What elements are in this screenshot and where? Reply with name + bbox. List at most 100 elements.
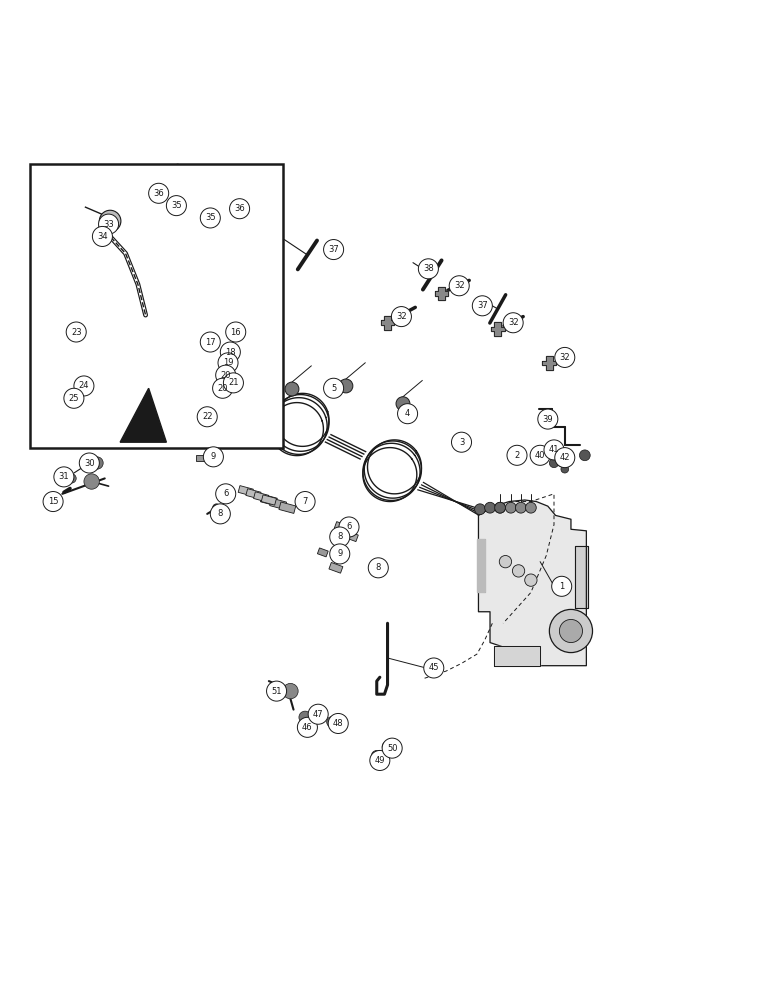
Text: 32: 32 — [454, 281, 465, 290]
Text: 36: 36 — [154, 189, 164, 198]
Circle shape — [580, 450, 591, 461]
Text: 3: 3 — [459, 438, 464, 447]
Text: 8: 8 — [376, 563, 381, 572]
Text: 4: 4 — [405, 409, 410, 418]
Text: 32: 32 — [560, 353, 570, 362]
Bar — [253, 492, 269, 502]
Circle shape — [93, 226, 113, 246]
Circle shape — [544, 440, 564, 460]
Circle shape — [74, 376, 94, 396]
Text: 31: 31 — [59, 472, 69, 481]
Circle shape — [370, 750, 390, 770]
Circle shape — [396, 397, 410, 411]
Text: 40: 40 — [535, 451, 545, 460]
Circle shape — [550, 609, 593, 653]
Circle shape — [266, 681, 286, 701]
Text: 38: 38 — [423, 264, 434, 273]
Text: 18: 18 — [225, 348, 235, 357]
Circle shape — [475, 504, 486, 515]
Circle shape — [382, 738, 402, 758]
Text: 37: 37 — [328, 245, 339, 254]
Text: 48: 48 — [333, 719, 344, 728]
Circle shape — [212, 378, 232, 398]
Polygon shape — [494, 646, 540, 666]
Circle shape — [80, 453, 100, 473]
Text: 36: 36 — [234, 204, 245, 213]
Circle shape — [285, 382, 299, 396]
Circle shape — [206, 217, 214, 225]
Text: 8: 8 — [218, 509, 223, 518]
Circle shape — [503, 313, 523, 333]
Text: 37: 37 — [477, 301, 488, 310]
Circle shape — [99, 214, 119, 234]
Bar — [334, 522, 348, 532]
Circle shape — [530, 445, 550, 465]
Text: 15: 15 — [48, 497, 59, 506]
Circle shape — [149, 183, 169, 203]
Circle shape — [211, 197, 218, 205]
Circle shape — [398, 404, 418, 424]
Circle shape — [54, 467, 74, 487]
Circle shape — [132, 211, 140, 219]
Circle shape — [100, 210, 121, 232]
Circle shape — [452, 432, 472, 452]
Circle shape — [418, 259, 438, 279]
Text: 6: 6 — [223, 489, 229, 498]
Circle shape — [212, 504, 220, 512]
Circle shape — [371, 750, 382, 761]
Text: 47: 47 — [313, 710, 323, 719]
Text: 46: 46 — [302, 723, 313, 732]
Circle shape — [197, 211, 205, 219]
Polygon shape — [543, 356, 557, 370]
Circle shape — [215, 484, 235, 504]
Bar — [245, 489, 261, 499]
Circle shape — [323, 378, 344, 398]
Circle shape — [295, 492, 315, 512]
Circle shape — [67, 474, 76, 483]
Circle shape — [212, 188, 220, 196]
Bar — [344, 531, 358, 542]
Circle shape — [220, 342, 240, 362]
Circle shape — [330, 527, 350, 547]
Circle shape — [516, 502, 527, 513]
Circle shape — [495, 502, 506, 513]
Circle shape — [283, 683, 298, 699]
Circle shape — [506, 502, 516, 513]
Circle shape — [339, 517, 359, 537]
Bar — [269, 498, 286, 510]
Circle shape — [215, 365, 235, 385]
Text: 21: 21 — [229, 378, 239, 387]
Circle shape — [43, 492, 63, 512]
Circle shape — [218, 353, 238, 373]
Polygon shape — [435, 287, 449, 300]
Text: 23: 23 — [71, 328, 82, 337]
Circle shape — [328, 713, 348, 733]
Text: 22: 22 — [202, 412, 212, 421]
Circle shape — [208, 209, 217, 218]
Circle shape — [449, 276, 469, 296]
Text: 49: 49 — [374, 756, 385, 765]
Polygon shape — [575, 546, 588, 608]
Circle shape — [200, 208, 220, 228]
Text: 7: 7 — [303, 497, 308, 506]
Circle shape — [197, 200, 208, 211]
Circle shape — [561, 465, 569, 473]
Circle shape — [327, 717, 337, 727]
Circle shape — [203, 447, 223, 467]
Text: 35: 35 — [171, 201, 181, 210]
Text: 9: 9 — [337, 549, 343, 558]
Text: 25: 25 — [69, 394, 80, 403]
Circle shape — [339, 379, 353, 393]
Circle shape — [310, 707, 320, 717]
Circle shape — [499, 555, 512, 568]
Bar — [261, 495, 276, 505]
Circle shape — [525, 574, 537, 586]
Circle shape — [229, 199, 249, 219]
Text: 42: 42 — [560, 453, 570, 462]
Text: 16: 16 — [230, 328, 241, 337]
Circle shape — [84, 474, 100, 489]
Circle shape — [208, 206, 216, 214]
Circle shape — [308, 704, 328, 724]
Circle shape — [323, 240, 344, 260]
Text: 39: 39 — [543, 415, 554, 424]
